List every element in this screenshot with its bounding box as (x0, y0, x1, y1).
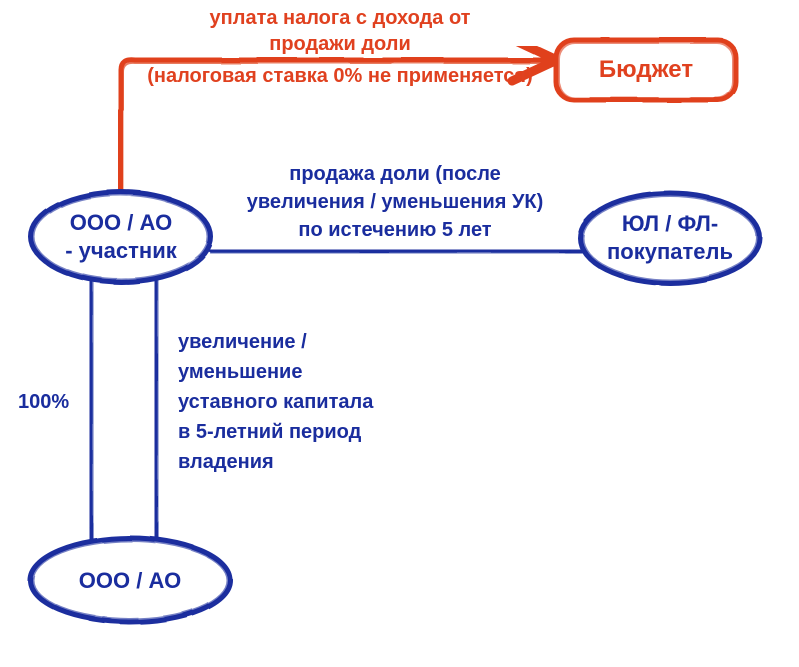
edge-to-budget-label-0: уплата налога с дохода от (130, 6, 550, 31)
edge-capital-change (155, 280, 158, 530)
edge-to-buyer-label-1: увеличения / уменьшения УК) (215, 190, 575, 215)
edge-capital-change-label-4: владения (178, 450, 438, 475)
edge-to-budget-label-1: продажи доли (130, 32, 550, 57)
node-subsidiary-label: ООО / АО (30, 567, 230, 595)
edge-capital-change-label-2: уставного капитала (178, 390, 438, 415)
edge-to-budget-label-2: (налоговая ставка 0% не применяется) (130, 64, 550, 89)
edge-capital-change-label-0: увеличение / (178, 330, 438, 355)
edge-to-buyer-label-2: по истечению 5 лет (215, 218, 575, 243)
edge-hundred-pct-label: 100% (18, 390, 88, 415)
edge-hundred-pct (90, 280, 93, 530)
diagram-canvas: ООО / АО - участник ЮЛ / ФЛ- покупатель … (0, 0, 799, 667)
node-participant-label: ООО / АО - участник (31, 209, 211, 264)
edge-capital-change-label-1: уменьшение (178, 360, 438, 385)
edge-to-buyer (211, 250, 572, 253)
node-budget-label: Бюджет (556, 55, 736, 85)
edge-to-buyer-label-0: продажа доли (после (215, 162, 575, 187)
edge-capital-change-label-3: в 5-летний период (178, 420, 438, 445)
node-buyer-label: ЮЛ / ФЛ- покупатель (580, 210, 760, 265)
